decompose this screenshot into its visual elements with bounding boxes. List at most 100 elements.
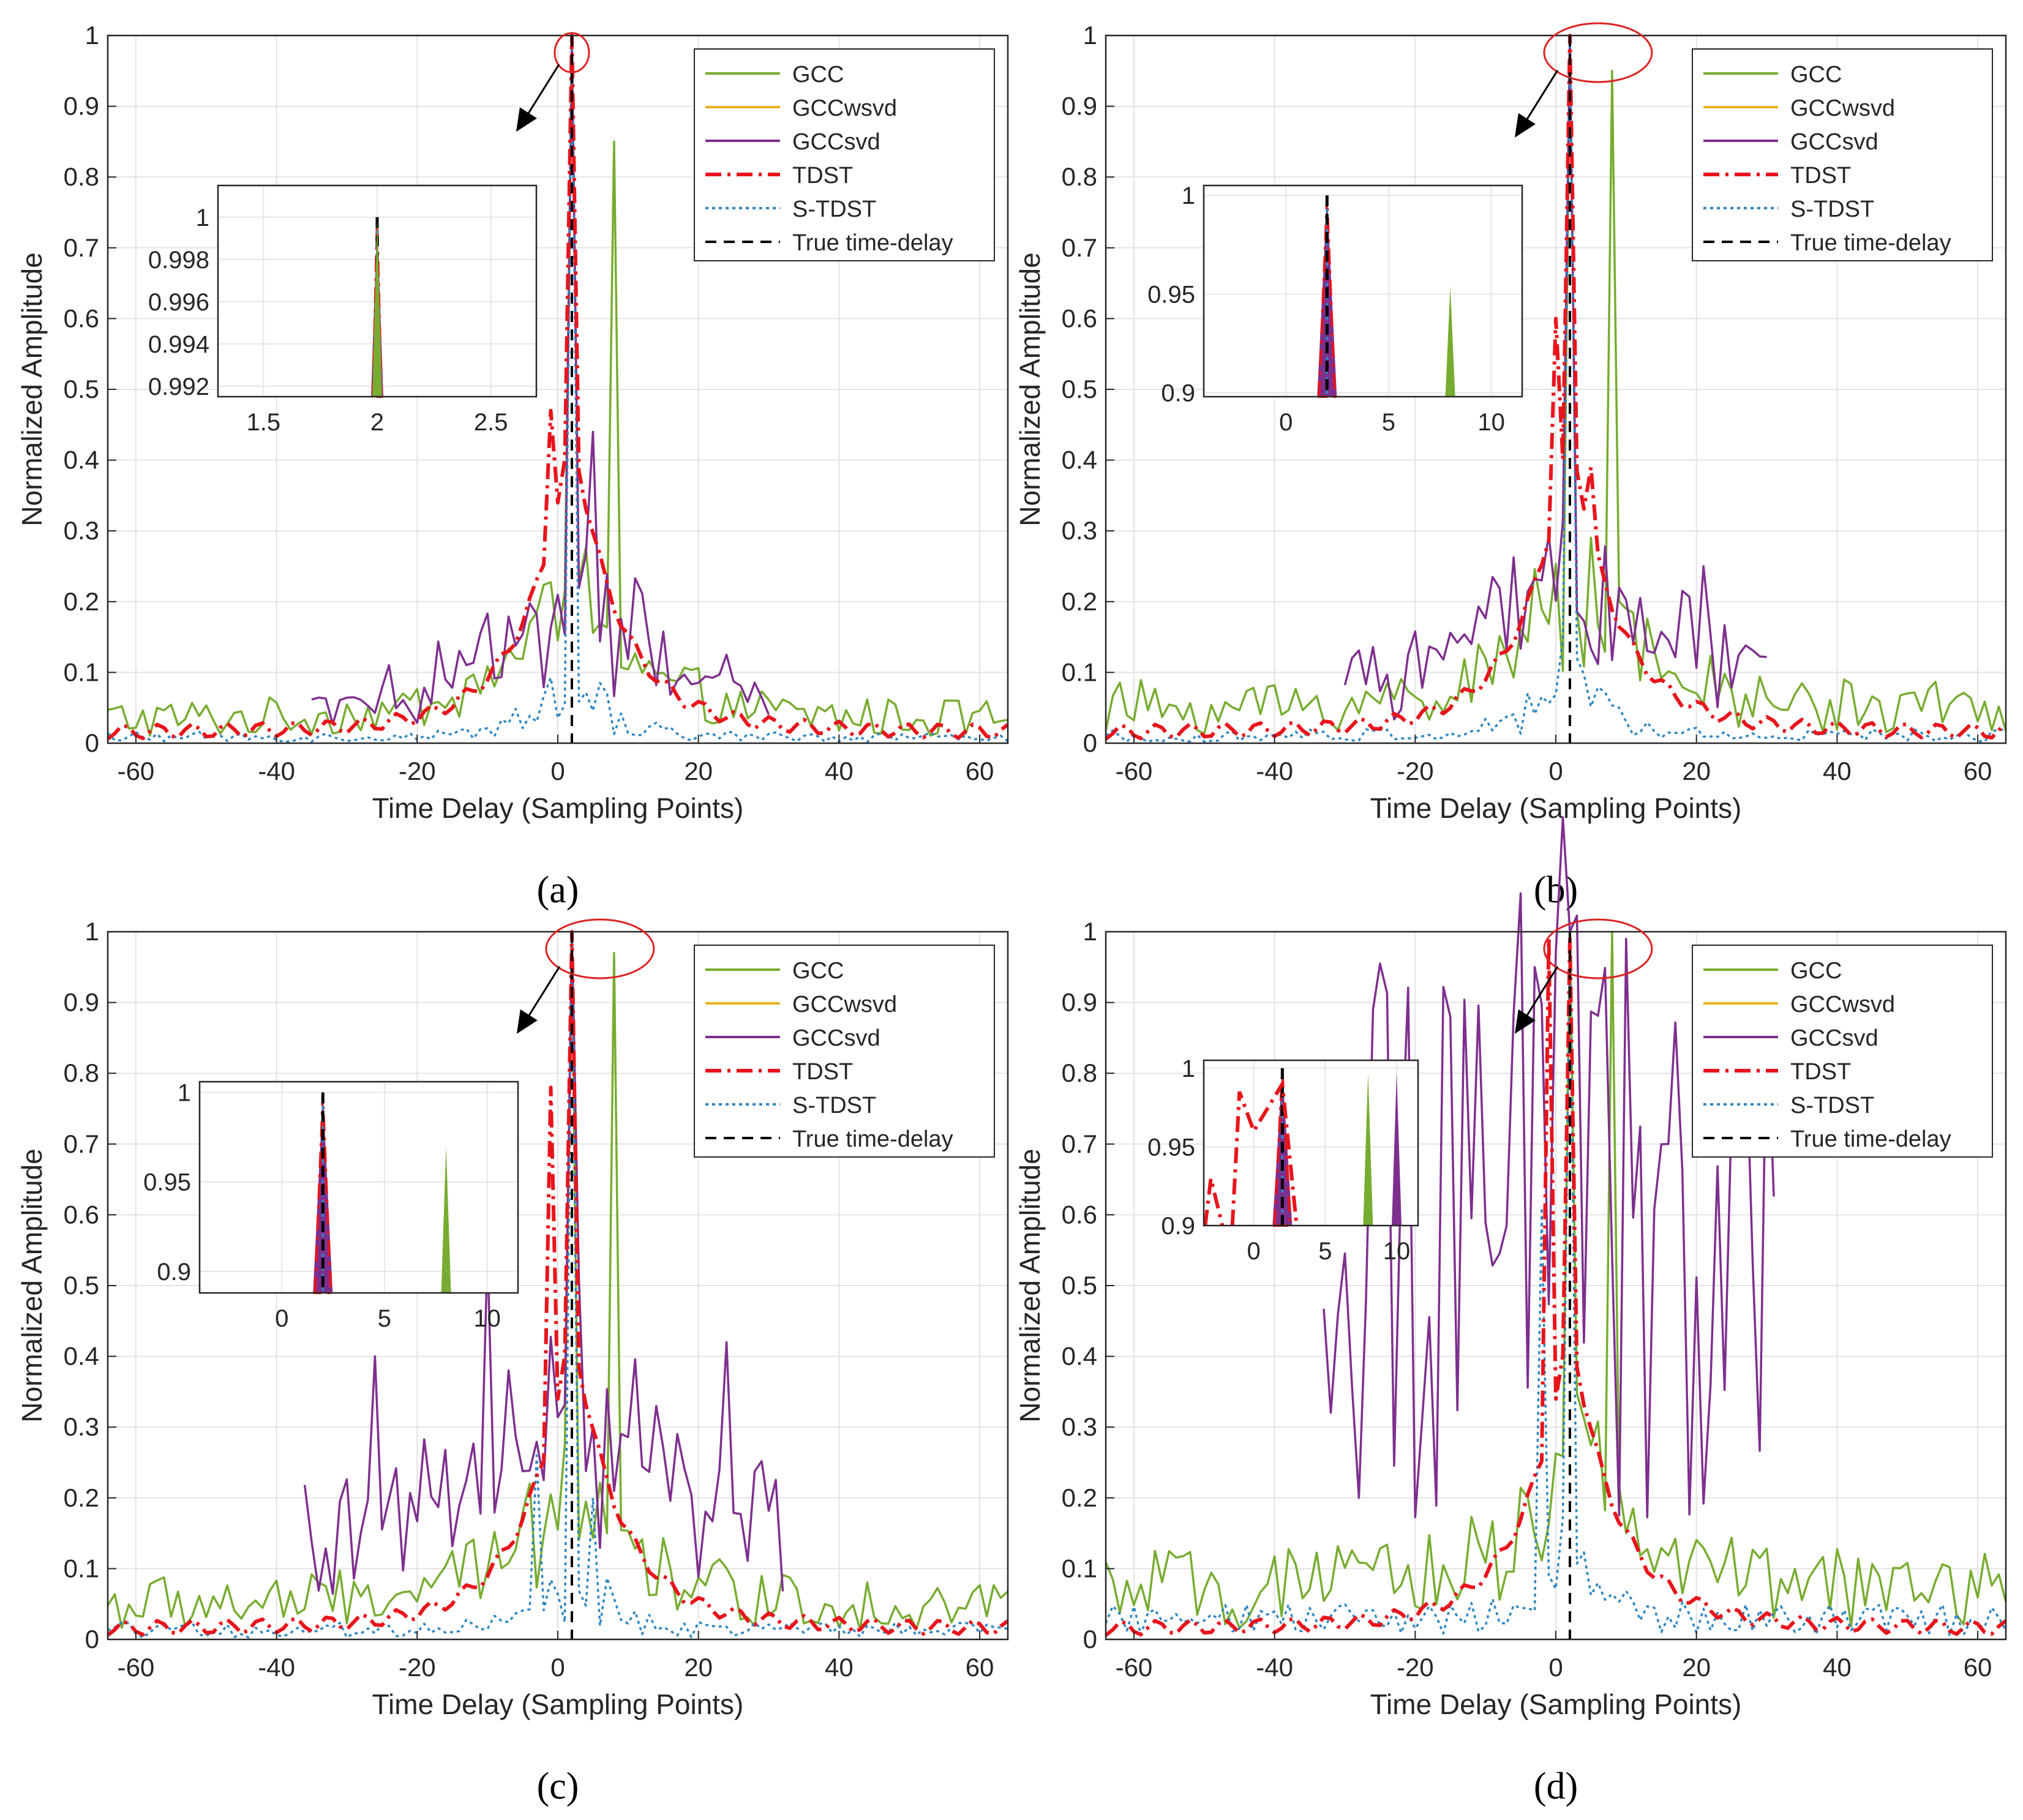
- inset-x-tick-label: 5: [378, 1305, 391, 1332]
- y-tick-label: 0.7: [64, 1129, 99, 1158]
- legend-label: TDST: [792, 1059, 853, 1085]
- y-tick-label: 0.8: [64, 1058, 99, 1087]
- x-tick-label: -40: [1256, 1653, 1293, 1682]
- y-tick-label: 0.6: [64, 304, 99, 332]
- x-tick-label: 20: [684, 757, 713, 785]
- x-tick-label: 0: [550, 757, 565, 785]
- y-tick-label: 0.5: [64, 1271, 99, 1300]
- legend-label: GCC: [792, 62, 844, 88]
- inset-area: [1204, 1060, 1418, 1226]
- x-tick-label: -40: [258, 757, 295, 785]
- y-tick-label: 0.3: [64, 1412, 99, 1441]
- x-tick-label: 60: [1964, 757, 1992, 785]
- series-gcc-line: [107, 34, 1008, 737]
- inset-tdst-spike: [313, 1095, 332, 1294]
- x-tick-label: -60: [118, 1653, 155, 1682]
- y-tick-label: 0.3: [1062, 516, 1097, 545]
- x-tick-label: 0: [550, 1653, 565, 1682]
- y-axis-label: Normalized Amplitude: [16, 252, 48, 526]
- legend-label: GCC: [1790, 958, 1842, 984]
- inset-x-tick-label: 10: [1477, 409, 1505, 436]
- legend-label: S-TDST: [792, 1093, 876, 1118]
- y-tick-label: 0.8: [64, 162, 99, 191]
- legend-box: [694, 945, 995, 1158]
- legend-label: GCCsvd: [1790, 129, 1878, 155]
- legend-label: True time-delay: [792, 230, 953, 256]
- inset-y-tick-label: 0.95: [1147, 281, 1195, 308]
- inset-x-tick-label: 10: [1383, 1238, 1411, 1265]
- legend-label: GCCwsvd: [1790, 992, 1895, 1017]
- legend-label: S-TDST: [792, 197, 876, 222]
- y-tick-label: 0: [85, 1625, 99, 1653]
- inset-d: 0 5 10 0.9 0.95 1: [1147, 1055, 1419, 1265]
- legend-box: [1692, 48, 1993, 261]
- x-tick-label: 20: [1682, 1653, 1711, 1682]
- inset-c: 0 5 10 0.9 0.95 1: [143, 1080, 519, 1332]
- y-tick-label: 0.5: [1062, 375, 1097, 403]
- inset-area: [1204, 185, 1522, 397]
- x-tick-label: -20: [1397, 1653, 1434, 1682]
- panel-caption: (d): [1534, 1766, 1578, 1807]
- y-tick-label: 0.9: [1062, 92, 1097, 121]
- legend-label: True time-delay: [1790, 1126, 1951, 1152]
- y-tick-label: 0.7: [1062, 1129, 1097, 1158]
- legend-box: [694, 48, 995, 261]
- x-tick-label: 40: [825, 757, 854, 785]
- legend-label: GCC: [792, 958, 844, 984]
- legend-label: True time-delay: [792, 1126, 953, 1152]
- y-tick-label: 0.1: [64, 1554, 99, 1582]
- inset-x-tick-label: 5: [1382, 409, 1395, 436]
- inset-y-tick-label: 0.95: [143, 1169, 191, 1196]
- y-tick-label: 0.2: [64, 587, 99, 616]
- y-tick-label: 0.7: [1062, 233, 1097, 262]
- x-tick-label: -20: [399, 757, 436, 785]
- y-tick-label: 0.2: [64, 1483, 99, 1512]
- y-tick-label: 0.4: [1062, 446, 1097, 474]
- legend-label: True time-delay: [1790, 230, 1951, 256]
- y-tick-label: 0.2: [1062, 1483, 1097, 1512]
- inset-box: [1203, 184, 1523, 398]
- panel-b: -60 -40 -20 0 20 40 60 0 0.1 0.2 0.3 0.4 0.5 0.6 0.7 0.…: [1014, 21, 2007, 911]
- inset-x-tick-label: 2.5: [474, 409, 508, 436]
- inset-x-tick-label: 2: [370, 409, 384, 436]
- panel-caption: (c): [537, 1766, 579, 1807]
- inset-y-tick-label: 0.998: [148, 247, 209, 274]
- y-tick-label: 0.7: [64, 233, 99, 262]
- x-tick-label: 40: [1823, 757, 1852, 785]
- x-tick-label: 20: [684, 1653, 713, 1682]
- y-tick-label: 0.8: [1062, 162, 1097, 191]
- y-tick-label: 0.2: [1062, 587, 1097, 616]
- x-tick-label: -20: [399, 1653, 436, 1682]
- series-gcc-line: [107, 931, 1009, 1631]
- inset-y-tick-label: 1: [196, 204, 209, 231]
- inset-box: [198, 1080, 519, 1294]
- y-axis-label: Normalized Amplitude: [1014, 1148, 1046, 1422]
- inset-y-tick-label: 0.95: [1147, 1134, 1195, 1161]
- x-axis-label: Time Delay (Sampling Points): [1370, 792, 1742, 824]
- y-tick-label: 0.9: [1062, 988, 1097, 1017]
- legend-label: GCCwsvd: [792, 992, 897, 1017]
- inset-y-tick-label: 0.9: [1161, 1213, 1195, 1240]
- series-s-tdst-line: [107, 931, 1008, 1639]
- peak-highlight-ellipse: [1543, 22, 1653, 83]
- legend-label: GCCsvd: [792, 1025, 880, 1051]
- y-axis-label: Normalized Amplitude: [1014, 252, 1046, 526]
- x-tick-label: 60: [1964, 1653, 1992, 1682]
- series-gcc-line: [1105, 931, 2007, 1629]
- inset-y-tick-label: 0.9: [1161, 380, 1195, 407]
- inset-box: [1203, 1059, 1419, 1227]
- inset-area: [200, 1082, 518, 1293]
- x-tick-label: 40: [825, 1653, 854, 1682]
- legend-label: GCCwsvd: [792, 95, 897, 121]
- inset-x-tick-label: 0: [1279, 409, 1293, 436]
- y-tick-label: 0.1: [1062, 657, 1097, 686]
- inset-y-tick-label: 0.994: [148, 331, 209, 358]
- inset-tdst-curve: [1203, 1078, 1299, 1226]
- legend-box: [1692, 945, 1993, 1158]
- y-tick-label: 0.3: [1062, 1412, 1097, 1441]
- legend-label: S-TDST: [1790, 1093, 1874, 1118]
- x-tick-label: 40: [1823, 1653, 1852, 1682]
- inset-y-tick-label: 1: [178, 1080, 191, 1107]
- y-tick-label: 0.1: [64, 657, 99, 686]
